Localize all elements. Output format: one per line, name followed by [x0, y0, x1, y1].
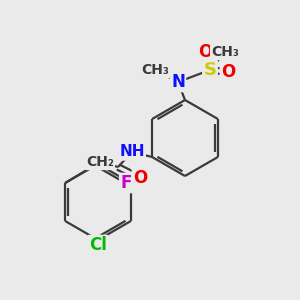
- Text: F: F: [120, 174, 132, 192]
- Text: O: O: [221, 63, 235, 81]
- Text: CH₃: CH₃: [141, 63, 169, 77]
- Text: NH: NH: [119, 145, 145, 160]
- Text: CH₃: CH₃: [211, 45, 239, 59]
- Text: S: S: [203, 61, 217, 79]
- Text: Cl: Cl: [89, 236, 107, 254]
- Text: O: O: [198, 43, 212, 61]
- Text: O: O: [133, 169, 147, 187]
- Text: CH₂: CH₂: [86, 155, 114, 169]
- Text: N: N: [171, 73, 185, 91]
